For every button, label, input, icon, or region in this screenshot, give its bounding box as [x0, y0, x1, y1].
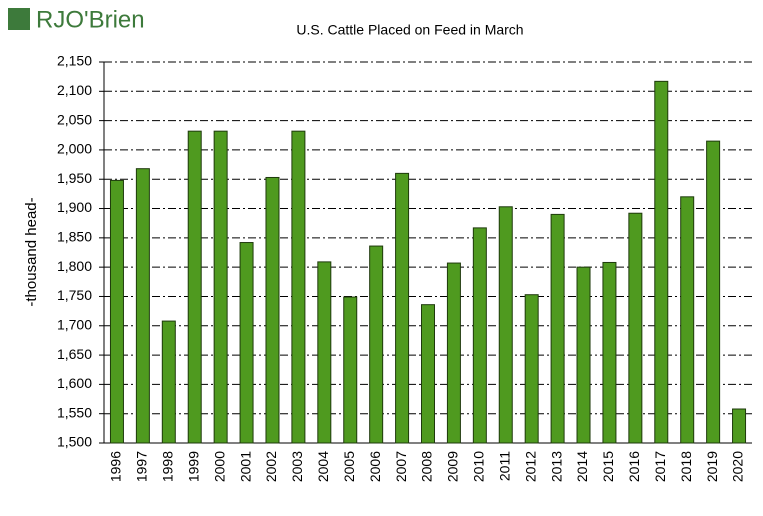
x-tick-label: 2007 [393, 451, 409, 482]
x-tick-label: 1998 [160, 451, 176, 482]
x-tick-label: 1997 [134, 451, 150, 482]
x-tick-label: 2010 [471, 451, 487, 482]
logo-mark [8, 8, 30, 30]
x-tick-label: 2016 [626, 451, 642, 482]
x-tick-label: 2014 [574, 451, 590, 482]
bar [291, 130, 306, 444]
x-tick-label: 2020 [730, 451, 746, 482]
x-tick-label: 2005 [341, 451, 357, 482]
x-tick-label: 2009 [445, 451, 461, 482]
bar [239, 242, 254, 444]
y-tick-label: 2,150 [57, 53, 92, 69]
y-tick-label: 1,850 [57, 229, 92, 245]
bar [187, 130, 202, 444]
y-tick-label: 1,950 [57, 170, 92, 186]
bar [732, 408, 747, 444]
x-tick-label: 1999 [185, 451, 201, 482]
x-tick-label: 2001 [237, 451, 253, 482]
x-tick-label: 2006 [367, 451, 383, 482]
bar [421, 304, 435, 444]
y-tick-label: 1,700 [57, 316, 92, 332]
x-tick-label: 2012 [522, 451, 538, 482]
x-tick-label: 2002 [263, 451, 279, 482]
logo: RJO'Brien [36, 6, 145, 33]
bar [161, 320, 176, 444]
y-tick-label: 1,900 [57, 199, 92, 215]
x-tick-label: 2017 [652, 451, 668, 482]
bar [446, 262, 461, 444]
bar [550, 213, 565, 444]
bar [317, 261, 332, 444]
bar [395, 172, 410, 444]
x-tick-label: 2003 [289, 451, 305, 482]
x-tick-label: 2000 [211, 451, 227, 482]
bar [602, 261, 617, 444]
bar [680, 196, 695, 444]
bar [369, 245, 384, 444]
bar [265, 176, 280, 444]
y-tick-label: 1,750 [57, 287, 92, 303]
y-tick-label: 1,550 [57, 404, 92, 420]
y-tick-label: 2,050 [57, 111, 92, 127]
y-tick-label: 1,800 [57, 258, 92, 274]
x-tick-label: 2011 [496, 451, 512, 481]
y-tick-label: 2,100 [57, 82, 92, 98]
x-tick-label: 2015 [600, 451, 616, 482]
chart-title: U.S. Cattle Placed on Feed in March [296, 22, 523, 38]
bar [706, 140, 721, 444]
bar [472, 227, 487, 444]
x-tick-label: 2008 [419, 451, 435, 482]
x-tick-label: 2004 [315, 451, 331, 482]
y-axis-label: -thousand head- [23, 197, 40, 306]
x-tick-label: 1996 [108, 451, 124, 482]
x-tick-label: 2019 [704, 451, 720, 482]
bar [109, 179, 124, 444]
bar [576, 266, 591, 444]
bar [498, 206, 513, 444]
bar [213, 130, 228, 444]
bar [628, 212, 643, 444]
bar [135, 168, 150, 444]
y-tick-label: 1,600 [57, 375, 92, 391]
y-tick-label: 1,500 [57, 434, 92, 450]
y-tick-label: 1,650 [57, 346, 92, 362]
x-tick-label: 2013 [548, 451, 564, 482]
y-tick-label: 2,000 [57, 141, 92, 157]
x-tick-label: 2018 [678, 451, 694, 482]
bar [524, 294, 539, 444]
bar [654, 80, 669, 444]
bar [343, 296, 358, 444]
